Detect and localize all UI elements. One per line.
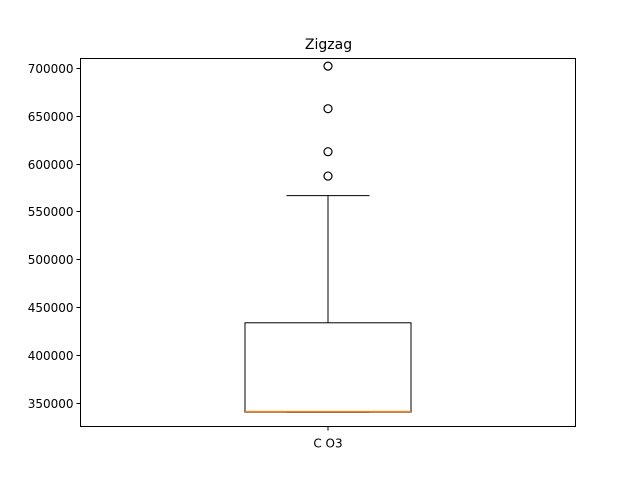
outlier-point: [323, 171, 333, 181]
outlier-point: [323, 147, 333, 157]
y-axis: 350000 400000 450000 500000 550000 600000 6500…: [28, 62, 81, 411]
y-tick-label: 600000: [28, 158, 74, 172]
y-tick-label: 700000: [28, 62, 74, 76]
iqr-box: [244, 322, 412, 413]
x-axis: C O3: [313, 426, 343, 451]
chart-title: Zigzag: [305, 37, 352, 53]
y-tick-label: 500000: [28, 253, 74, 267]
y-tick-label: 450000: [28, 301, 74, 315]
y-tick-label: 350000: [28, 397, 74, 411]
box-series: [244, 61, 412, 413]
x-tick-label: C O3: [313, 437, 342, 451]
y-tick-label: 650000: [28, 110, 74, 124]
y-tick-label: 400000: [28, 349, 74, 363]
y-tick-label: 550000: [28, 205, 74, 219]
outlier-point: [323, 61, 333, 71]
outlier-point: [323, 104, 333, 114]
